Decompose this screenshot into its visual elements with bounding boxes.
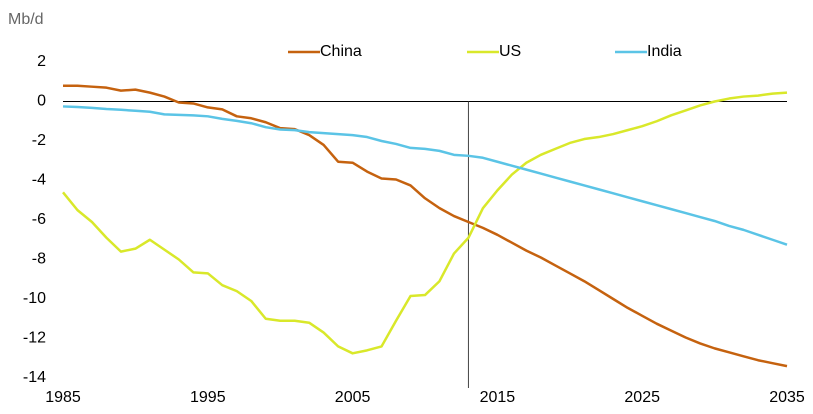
legend-label: China [320, 43, 362, 60]
y-tick-label: -6 [32, 211, 46, 228]
x-tick-label: 2035 [769, 389, 805, 406]
x-tick-label: 2005 [335, 389, 371, 406]
x-tick-label: 1995 [190, 389, 226, 406]
x-tick-label: 1985 [45, 389, 81, 406]
legend-label: US [499, 43, 521, 60]
y-axis-label: Mb/d [8, 11, 44, 28]
legend-label: India [647, 43, 682, 60]
y-tick-label: -4 [32, 172, 46, 189]
y-tick-label: -14 [23, 369, 46, 386]
x-tick-label: 2015 [480, 389, 516, 406]
y-tick-label: 0 [37, 93, 46, 110]
series-line [62, 105, 788, 246]
series-line [63, 84, 788, 368]
y-tick-label: -8 [32, 251, 46, 268]
y-tick-label: 2 [37, 53, 46, 70]
y-tick-label: -12 [23, 330, 46, 347]
y-tick-label: -10 [23, 290, 46, 307]
series-line [62, 91, 788, 355]
y-tick-label: -2 [32, 132, 46, 149]
x-tick-label: 2025 [624, 389, 660, 406]
